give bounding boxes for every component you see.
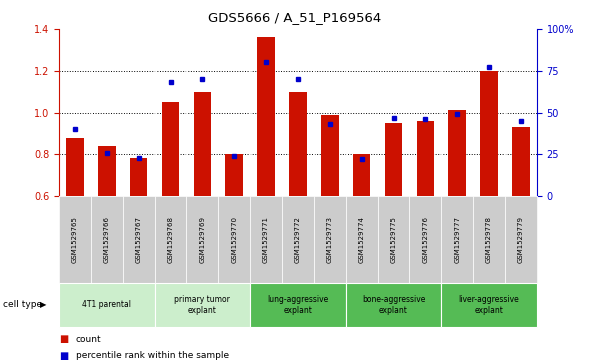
Text: GSM1529779: GSM1529779 bbox=[518, 216, 524, 263]
Text: GSM1529778: GSM1529778 bbox=[486, 216, 492, 263]
Bar bbox=[480, 71, 498, 321]
Text: ■: ■ bbox=[59, 334, 68, 344]
Text: primary tumor
explant: primary tumor explant bbox=[175, 295, 230, 315]
Bar bbox=[162, 102, 179, 321]
Bar bbox=[130, 158, 148, 321]
Bar bbox=[321, 115, 339, 321]
Text: ■: ■ bbox=[59, 351, 68, 361]
Bar bbox=[225, 154, 243, 321]
Text: GSM1529769: GSM1529769 bbox=[199, 216, 205, 263]
Text: bone-aggressive
explant: bone-aggressive explant bbox=[362, 295, 425, 315]
Text: 4T1 parental: 4T1 parental bbox=[82, 301, 132, 309]
Bar bbox=[66, 138, 84, 321]
Text: GSM1529777: GSM1529777 bbox=[454, 216, 460, 263]
Text: liver-aggressive
explant: liver-aggressive explant bbox=[459, 295, 519, 315]
Bar bbox=[289, 91, 307, 321]
Bar bbox=[98, 146, 116, 321]
Text: GSM1529770: GSM1529770 bbox=[231, 216, 237, 263]
Text: GSM1529771: GSM1529771 bbox=[263, 216, 269, 263]
Bar bbox=[448, 110, 466, 321]
Bar bbox=[417, 121, 434, 321]
Bar bbox=[512, 127, 530, 321]
Text: GSM1529774: GSM1529774 bbox=[359, 216, 365, 263]
Text: GSM1529775: GSM1529775 bbox=[391, 216, 396, 263]
Text: GSM1529765: GSM1529765 bbox=[72, 216, 78, 263]
Bar bbox=[194, 91, 211, 321]
Text: GDS5666 / A_51_P169564: GDS5666 / A_51_P169564 bbox=[208, 11, 382, 24]
Text: ▶: ▶ bbox=[40, 301, 47, 309]
Text: GSM1529767: GSM1529767 bbox=[136, 216, 142, 263]
Text: GSM1529772: GSM1529772 bbox=[295, 216, 301, 263]
Text: GSM1529773: GSM1529773 bbox=[327, 216, 333, 263]
Text: GSM1529766: GSM1529766 bbox=[104, 216, 110, 263]
Text: lung-aggressive
explant: lung-aggressive explant bbox=[267, 295, 329, 315]
Text: percentile rank within the sample: percentile rank within the sample bbox=[76, 351, 229, 360]
Bar bbox=[257, 37, 275, 321]
Bar bbox=[385, 123, 402, 321]
Text: count: count bbox=[76, 335, 101, 344]
Bar bbox=[353, 154, 371, 321]
Text: GSM1529776: GSM1529776 bbox=[422, 216, 428, 263]
Text: GSM1529768: GSM1529768 bbox=[168, 216, 173, 263]
Text: cell type: cell type bbox=[3, 301, 42, 309]
